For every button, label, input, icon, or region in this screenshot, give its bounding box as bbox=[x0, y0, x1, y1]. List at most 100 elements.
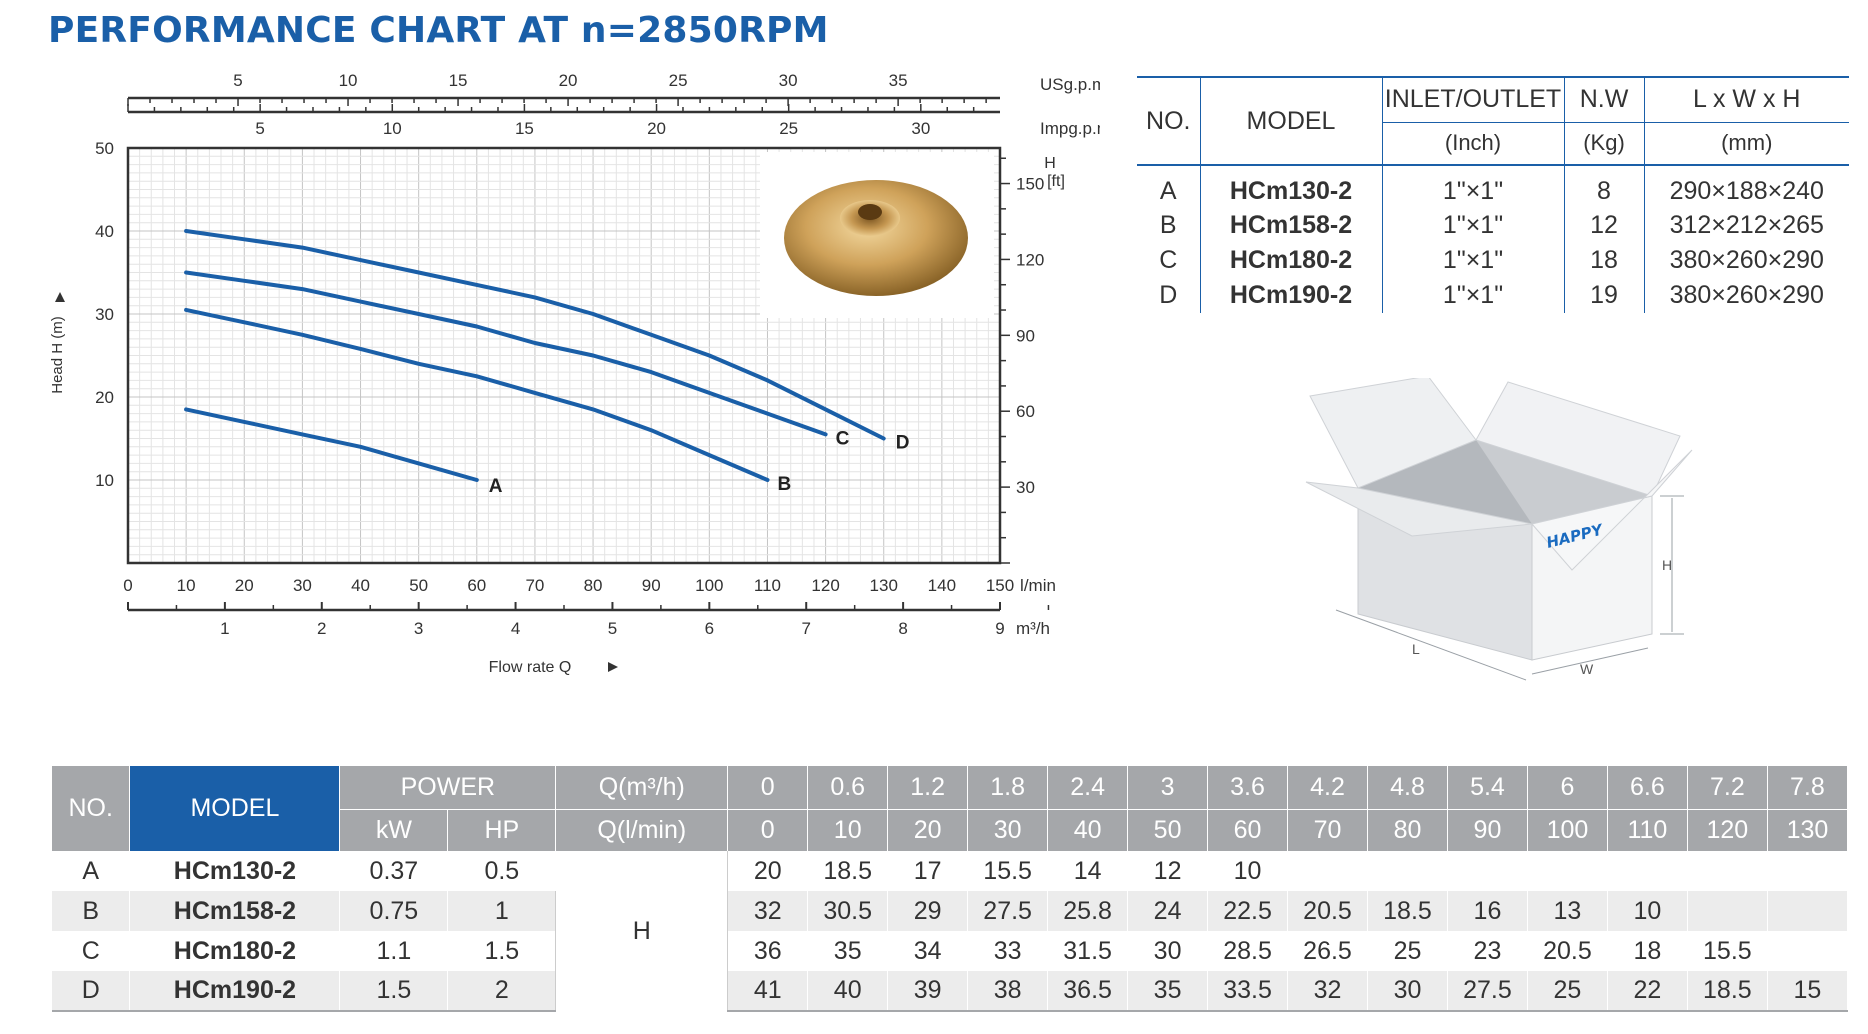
row-hp: 1 bbox=[447, 891, 557, 931]
head-value-cell: 26.5 bbox=[1287, 931, 1368, 971]
performance-chart: 10 20 30 40 50 Head H (m) 0 10 20 30 40 50 60 70 80 90 1… bbox=[49, 71, 1100, 676]
data-header-q-m3h: Q(m³/h) bbox=[555, 766, 729, 810]
q-m3h-header-cell: 1.8 bbox=[967, 766, 1049, 810]
x-tick-label-lmin: 50 bbox=[409, 576, 428, 595]
spec-inlet: 1"×1" bbox=[1381, 208, 1564, 243]
box-width-label: W bbox=[1580, 661, 1594, 677]
head-value-cell: 25.8 bbox=[1047, 891, 1129, 931]
head-value-cell: 22.5 bbox=[1207, 891, 1289, 931]
head-value-cell: 41 bbox=[727, 971, 809, 1012]
q-m3h-header-cell: 6 bbox=[1527, 766, 1608, 810]
head-value-cell: 29 bbox=[887, 891, 969, 931]
spec-no: A bbox=[1159, 176, 1177, 205]
chart-series bbox=[184, 229, 886, 482]
x-tick-label-m3h: 7 bbox=[801, 619, 810, 638]
spec-header-no: NO. bbox=[1137, 76, 1200, 166]
x-axis-label: Flow rate Q bbox=[489, 659, 572, 676]
q-lmin-header-cell: 50 bbox=[1127, 809, 1209, 851]
head-value-cell: 13 bbox=[1527, 891, 1608, 931]
spec-no: B bbox=[1159, 211, 1177, 239]
head-value-cell bbox=[1687, 851, 1768, 891]
spec-header-inlet-unit: (Inch) bbox=[1381, 122, 1564, 166]
packaging-box-illustration: HAPPY H L W bbox=[1305, 378, 1693, 681]
row-hp: 0.5 bbox=[447, 851, 557, 891]
row-kw: 0.37 bbox=[339, 851, 449, 891]
x-tick-label-lmin: 70 bbox=[525, 576, 544, 595]
head-value-cell: 33 bbox=[967, 931, 1049, 971]
spec-nw: 19 bbox=[1563, 278, 1644, 313]
series-line-d bbox=[184, 229, 886, 441]
head-value-cell: 34 bbox=[887, 931, 969, 971]
row-no: A bbox=[52, 851, 131, 891]
head-value-cell: 15.5 bbox=[967, 851, 1049, 891]
head-value-cell bbox=[1527, 851, 1608, 891]
x-tick-label-impgpm: 10 bbox=[383, 119, 402, 138]
y-tick-label: 40 bbox=[95, 222, 114, 241]
data-header-hp: HP bbox=[447, 809, 557, 851]
spec-header-row: NO. MODEL INLET/OUTLET N.W L x W x H bbox=[1137, 76, 1849, 166]
box-height-label: H bbox=[1662, 557, 1672, 573]
q-m3h-header-cell: 0.6 bbox=[807, 766, 889, 810]
row-model: HCm180-2 bbox=[129, 931, 341, 971]
x-tick-label-impgpm: 15 bbox=[515, 119, 534, 138]
q-m3h-header-cell: 0 bbox=[727, 766, 809, 810]
x-tick-label-m3h: 9 bbox=[995, 619, 1004, 638]
spec-row-c: C HCm180-2 1"×1" 18 380×260×290 bbox=[1137, 243, 1849, 278]
q-m3h-header-cell: 2.4 bbox=[1047, 766, 1129, 810]
x-unit-m3h: m³/h bbox=[1016, 619, 1050, 638]
y-tick-label: 10 bbox=[95, 471, 114, 490]
x-tick-label-impgpm: 30 bbox=[911, 119, 930, 138]
q-m3h-header-cell: 7.2 bbox=[1687, 766, 1768, 810]
head-value-cell: 24 bbox=[1127, 891, 1209, 931]
q-lmin-header-cell: 30 bbox=[967, 809, 1049, 851]
spec-header-nw: N.W bbox=[1563, 76, 1644, 123]
head-value-cell: 18.5 bbox=[1687, 971, 1768, 1012]
q-m3h-header-cell: 4.8 bbox=[1367, 766, 1448, 810]
q-lmin-header-cell: 120 bbox=[1687, 809, 1768, 851]
data-header-unit-row: kW HP Q(l/min) 0 10 20 30 40 50 60 70 80 90 100 110… bbox=[52, 809, 1849, 851]
q-m3h-header-cell: 3 bbox=[1127, 766, 1209, 810]
x-tick-label-m3h: 1 bbox=[220, 619, 229, 638]
head-value-cell bbox=[1767, 931, 1849, 971]
q-m3h-header-cell: 5.4 bbox=[1447, 766, 1528, 810]
spec-inlet: 1"×1" bbox=[1381, 165, 1564, 208]
head-value-cell: 12 bbox=[1127, 851, 1209, 891]
head-value-cell: 31.5 bbox=[1047, 931, 1129, 971]
head-value-cell: 15 bbox=[1767, 971, 1849, 1012]
x-tick-label-m3h: 4 bbox=[511, 619, 520, 638]
data-row-a: A HCm130-2 0.37 0.5 H 20 18.5 17 15.5 14 12 10 bbox=[52, 851, 1849, 1011]
series-label: A bbox=[489, 476, 503, 497]
x-tick-label-lmin: 20 bbox=[235, 576, 254, 595]
row-kw: 1.5 bbox=[339, 971, 449, 1012]
row-hp: 1.5 bbox=[447, 931, 557, 971]
spec-model: HCm130-2 bbox=[1199, 165, 1382, 208]
spec-header-dims-unit: (mm) bbox=[1643, 122, 1849, 166]
x-tick-label-lmin: 80 bbox=[584, 576, 603, 595]
y-tick-label-ft: 90 bbox=[1016, 326, 1035, 345]
head-value-cell: 32 bbox=[1287, 971, 1368, 1012]
q-lmin-header-cell: 90 bbox=[1447, 809, 1528, 851]
data-row-c: C HCm180-2 1.1 1.5 36 35 34 33 31.5 30 28.5 26.5 25 2… bbox=[52, 931, 1849, 971]
data-header-power: POWER bbox=[339, 766, 557, 810]
head-value-cell: 25 bbox=[1367, 931, 1448, 971]
x-tick-label-usgpm: 20 bbox=[559, 71, 578, 90]
head-value-cell: 36 bbox=[727, 931, 809, 971]
data-row-d: D HCm190-2 1.5 2 41 40 39 38 36.5 35 33.5 32 30 27.5 2… bbox=[52, 971, 1849, 1012]
series-label: C bbox=[836, 428, 850, 449]
x-tick-label-lmin: 60 bbox=[467, 576, 486, 595]
head-value-cell: 28.5 bbox=[1207, 931, 1289, 971]
data-header-q-lmin: Q(l/min) bbox=[555, 809, 729, 851]
q-m3h-header-cell: 6.6 bbox=[1607, 766, 1688, 810]
series-line-c bbox=[184, 270, 828, 437]
x-tick-label-lmin: 40 bbox=[351, 576, 370, 595]
head-value-cell: 27.5 bbox=[967, 891, 1049, 931]
ft-axis-unit: [ft] bbox=[1047, 173, 1065, 190]
spec-header-unit-row: (Inch) (Kg) (mm) bbox=[1137, 122, 1849, 166]
q-lmin-header-cell: 10 bbox=[807, 809, 889, 851]
x-tick-label-lmin: 130 bbox=[870, 576, 898, 595]
spec-row-d: D HCm190-2 1"×1" 19 380×260×290 bbox=[1137, 278, 1849, 313]
data-header-model: MODEL bbox=[129, 766, 341, 852]
up-arrow-icon bbox=[55, 292, 65, 302]
y-tick-label-ft: 60 bbox=[1016, 402, 1035, 421]
series-line-a bbox=[184, 407, 479, 482]
